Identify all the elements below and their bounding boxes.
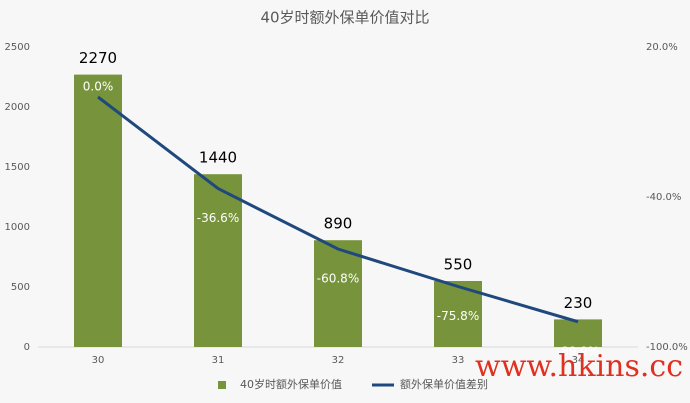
bar: [74, 74, 122, 347]
x-tick-label: 33: [452, 355, 465, 366]
bar: [554, 319, 602, 347]
line-value-label: -36.6%: [197, 211, 239, 225]
bar-value-label: 2270: [79, 49, 117, 67]
chart-title: 40岁时额外保单价值对比: [260, 9, 429, 27]
y-tick-label: 1000: [5, 222, 30, 233]
y-tick-label: 0: [24, 342, 30, 353]
x-tick-label: 30: [92, 355, 105, 366]
y-tick-label: 2000: [5, 102, 30, 113]
y2-tick-label: -100.0%: [646, 342, 688, 353]
y2-tick-label: -40.0%: [646, 192, 681, 203]
line-value-label: -60.8%: [317, 272, 359, 286]
x-tick-label: 34: [572, 355, 585, 366]
y-tick-label: 500: [11, 282, 30, 293]
bar: [194, 174, 242, 347]
y-tick-label: 1500: [5, 162, 30, 173]
legend-label: 40岁时额外保单价值: [240, 377, 342, 391]
line-value-label: 0.0%: [83, 80, 114, 94]
y2-tick-label: 20.0%: [646, 42, 678, 53]
bar-value-label: 1440: [199, 149, 237, 167]
line-value-label: -89.9%: [557, 344, 599, 358]
bar: [314, 240, 362, 347]
x-tick-label: 32: [332, 355, 345, 366]
bar-value-label: 890: [324, 215, 353, 233]
legend-label: 额外保单价值差别: [400, 377, 488, 391]
y-tick-label: 2500: [5, 42, 30, 53]
line-value-label: -75.8%: [437, 309, 479, 323]
bar-value-label: 550: [444, 256, 473, 274]
line: [97, 95, 579, 324]
x-tick-label: 31: [212, 355, 225, 366]
legend-swatch: [218, 381, 226, 389]
bar-value-label: 230: [564, 294, 593, 312]
watermark: www.hkins.cc: [475, 349, 683, 384]
